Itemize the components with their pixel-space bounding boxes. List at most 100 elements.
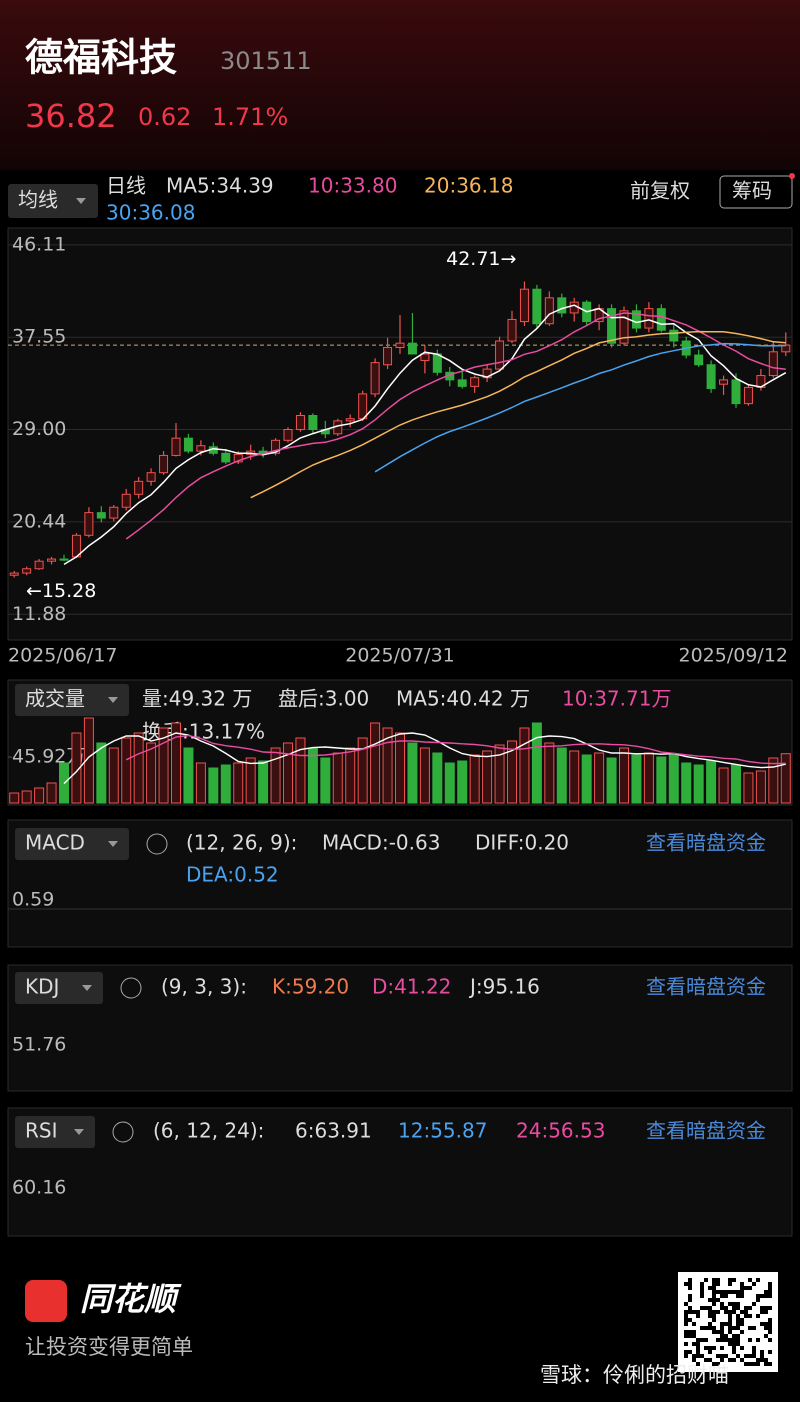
qr-cell (720, 1330, 724, 1334)
chips-label[interactable]: 筹码 (732, 179, 772, 203)
qr-cell (712, 1310, 716, 1314)
qr-cell (764, 1322, 768, 1326)
volume-bar (370, 722, 381, 804)
qr-cell (728, 1282, 732, 1286)
macd-button[interactable] (15, 828, 129, 860)
candle-body (233, 453, 243, 463)
volume-bar (531, 722, 542, 804)
qr-cell (764, 1334, 768, 1338)
volume-stat: 量:49.32 万 (142, 687, 252, 711)
qr-cell (760, 1350, 764, 1354)
qr-cell (716, 1362, 720, 1366)
qr-cell (752, 1326, 756, 1330)
candle-body (96, 512, 106, 519)
candle-body (407, 342, 417, 355)
qr-cell (720, 1322, 724, 1326)
volume-bar (171, 722, 181, 804)
price: 36.82 (25, 97, 117, 135)
qr-cell (704, 1326, 708, 1330)
qr-cell (744, 1354, 748, 1358)
qr-cell (688, 1298, 692, 1302)
title[interactable]: RSI (25, 1119, 58, 1143)
ma-button[interactable] (8, 184, 98, 218)
candle-body (743, 386, 753, 405)
volume-bar (457, 760, 468, 804)
y-tick-label: 20.44 (12, 510, 66, 532)
qr-cell (752, 1346, 756, 1350)
qr-cell (744, 1310, 748, 1314)
link[interactable]: 查看暗盘资金 (646, 831, 766, 855)
volume-bar (494, 744, 505, 804)
candle-body (644, 308, 654, 329)
volume-button[interactable] (15, 684, 129, 716)
link[interactable]: 查看暗盘资金 (646, 1119, 766, 1143)
qr-cell (692, 1322, 696, 1326)
candle-body (109, 506, 119, 519)
title[interactable]: MACD (25, 831, 85, 855)
j-value: J:95.16 (468, 975, 540, 999)
help-icon[interactable] (120, 977, 142, 999)
candle-body (221, 452, 231, 463)
qr-cell (732, 1338, 736, 1342)
volume-bar (482, 750, 493, 804)
qr-cell (744, 1306, 748, 1310)
qr-cell (704, 1358, 708, 1362)
kdj-button[interactable] (15, 972, 103, 1004)
qr-cell (736, 1354, 740, 1358)
volume-bar (345, 747, 356, 804)
qr-cell (728, 1342, 732, 1346)
qr-cell (756, 1298, 760, 1302)
stock-code: 301511 (220, 47, 312, 75)
link[interactable]: 查看暗盘资金 (646, 975, 766, 999)
rsi-button[interactable] (15, 1116, 95, 1148)
ma-button-label[interactable]: 均线 (18, 188, 58, 212)
qr-cell (732, 1290, 736, 1294)
volume-bar (544, 742, 555, 804)
qr-cell (724, 1294, 728, 1298)
candle-body (432, 353, 442, 373)
qr-cell (760, 1294, 764, 1298)
qr-cell (712, 1346, 716, 1350)
qr-cell (696, 1362, 700, 1366)
candle-body (470, 377, 480, 387)
help-icon[interactable] (112, 1121, 134, 1143)
y-tick-label: 29.00 (12, 418, 66, 440)
qr-cell (764, 1290, 768, 1294)
volume-title[interactable]: 成交量 (25, 687, 85, 711)
qr-cell (740, 1294, 744, 1298)
candle-body (370, 362, 380, 395)
volume-bar (569, 750, 580, 804)
qr-cell (748, 1362, 752, 1366)
qr-cell (720, 1306, 724, 1310)
candle-body (519, 288, 529, 323)
qr-cell (736, 1290, 740, 1294)
volume-bar (419, 747, 430, 804)
qr-cell (740, 1310, 744, 1314)
qr-cell (736, 1342, 740, 1346)
qr-cell (688, 1330, 692, 1334)
qr-cell (736, 1314, 740, 1318)
macd-value: MACD:-0.63 (322, 831, 440, 855)
diff-value: DIFF:0.20 (475, 831, 569, 855)
qr-cell (768, 1362, 772, 1366)
ma10: 10:33.80 (308, 174, 397, 198)
qr-cell (700, 1326, 704, 1330)
volume-bar (270, 747, 281, 804)
qr-cell (752, 1354, 756, 1358)
qr-cell (684, 1322, 688, 1326)
candle-body (121, 493, 131, 508)
qr-cell (728, 1322, 732, 1326)
change-pct: 1.71% (212, 103, 288, 131)
chips-button[interactable] (719, 175, 793, 209)
volume-bar (195, 762, 206, 804)
adjust[interactable]: 前复权 (630, 179, 690, 203)
candle-body (557, 297, 567, 314)
title[interactable]: KDJ (25, 975, 59, 999)
qr-cell (720, 1334, 724, 1338)
qr-cell (696, 1310, 700, 1314)
qr-cell (740, 1346, 744, 1350)
qr-cell (696, 1350, 700, 1354)
candle-body (631, 310, 641, 329)
qr-cell (732, 1278, 736, 1282)
help-icon[interactable] (146, 833, 168, 855)
